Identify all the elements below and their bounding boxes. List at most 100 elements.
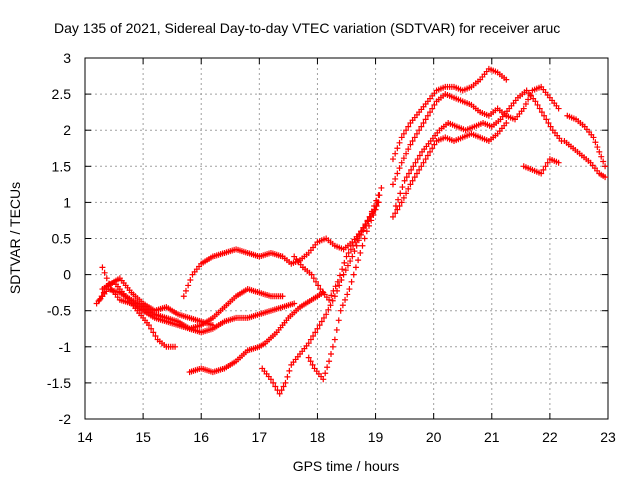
data-point: [396, 203, 403, 210]
data-point: [334, 278, 341, 285]
data-point: [333, 326, 340, 333]
y-tick-label: -2: [59, 411, 72, 427]
data-point: [398, 199, 405, 206]
data-point: [540, 166, 547, 173]
series-track-10: [389, 65, 510, 163]
data-point: [395, 196, 402, 203]
series-track-13: [389, 119, 510, 220]
data-point: [276, 390, 283, 397]
x-tick-label: 22: [542, 429, 558, 445]
data-point: [412, 159, 419, 166]
data-point: [594, 144, 601, 151]
data-point: [378, 184, 385, 191]
data-point: [284, 373, 291, 380]
data-point: [342, 296, 349, 303]
data-point: [407, 141, 414, 148]
data-point: [312, 329, 319, 336]
data-point: [542, 163, 549, 170]
data-point: [320, 376, 327, 383]
data-point: [103, 275, 110, 282]
x-tick-label: 17: [252, 429, 268, 445]
data-point: [354, 235, 361, 242]
x-tick-label: 20: [426, 429, 442, 445]
data-point: [367, 213, 374, 220]
x-tick-label: 23: [600, 429, 616, 445]
data-point: [392, 175, 399, 182]
data-point: [361, 235, 368, 242]
data-point: [413, 170, 420, 177]
data-point: [359, 242, 366, 249]
data-point: [392, 210, 399, 217]
data-point: [328, 351, 335, 358]
data-point: [400, 130, 407, 137]
data-point: [278, 387, 285, 394]
data-point: [602, 163, 609, 170]
data-point: [375, 199, 382, 206]
y-axis-label: SDTVAR / TECUs: [7, 182, 23, 294]
data-point: [356, 231, 363, 238]
data-point: [305, 354, 312, 361]
data-point: [598, 153, 605, 160]
data-point: [338, 277, 345, 284]
data-point: [363, 228, 370, 235]
data-point: [282, 379, 289, 386]
data-point: [105, 280, 112, 287]
data-point: [376, 192, 383, 199]
data-point: [350, 271, 357, 278]
data-point: [409, 138, 416, 145]
data-point: [394, 145, 401, 152]
y-tick-label: 1.5: [52, 158, 72, 174]
data-point: [344, 262, 351, 269]
data-point: [555, 159, 562, 166]
grid: [85, 58, 608, 419]
data-point: [343, 253, 350, 260]
data-point: [346, 286, 353, 293]
data-point: [405, 123, 412, 130]
data-point: [358, 228, 365, 235]
data-point: [365, 217, 372, 224]
y-tick-label: 2.5: [52, 86, 72, 102]
chart-title: Day 135 of 2021, Sidereal Day-to-day VTE…: [54, 20, 560, 36]
data-point: [187, 277, 194, 284]
data-point: [329, 343, 336, 350]
data-point: [392, 150, 399, 157]
data-point: [357, 249, 364, 256]
y-tick-label: -0.5: [47, 303, 71, 319]
series-track-16: [561, 138, 609, 181]
data-point: [600, 158, 607, 165]
data-point: [310, 332, 317, 339]
data-point: [373, 203, 380, 210]
data-point: [339, 266, 346, 273]
x-tick-label: 21: [484, 429, 500, 445]
data-point: [538, 109, 545, 116]
data-point: [422, 156, 429, 163]
data-point: [323, 311, 330, 318]
data-point: [538, 170, 545, 177]
data-point: [547, 123, 554, 130]
series-track-14: [520, 156, 562, 177]
x-tick-label: 18: [310, 429, 326, 445]
data-point: [314, 325, 321, 332]
data-point: [389, 213, 396, 220]
data-point: [307, 336, 314, 343]
data-point: [545, 119, 552, 126]
data-point: [335, 317, 342, 324]
data-point: [307, 358, 314, 365]
data-point: [431, 141, 438, 148]
series-track-12: [392, 87, 565, 210]
y-tick-label: 0: [63, 267, 71, 283]
data-point: [544, 159, 551, 166]
data-point: [172, 343, 179, 350]
data-point: [389, 181, 396, 188]
series-track-15: [564, 112, 609, 170]
data-point: [331, 336, 338, 343]
data-point: [316, 322, 323, 329]
data-point: [279, 293, 286, 300]
data-point: [413, 130, 420, 137]
data-point: [397, 190, 404, 197]
data-point: [396, 139, 403, 146]
data-point: [101, 269, 108, 276]
data-point: [344, 291, 351, 298]
data-point: [396, 165, 403, 172]
data-point: [327, 302, 334, 309]
